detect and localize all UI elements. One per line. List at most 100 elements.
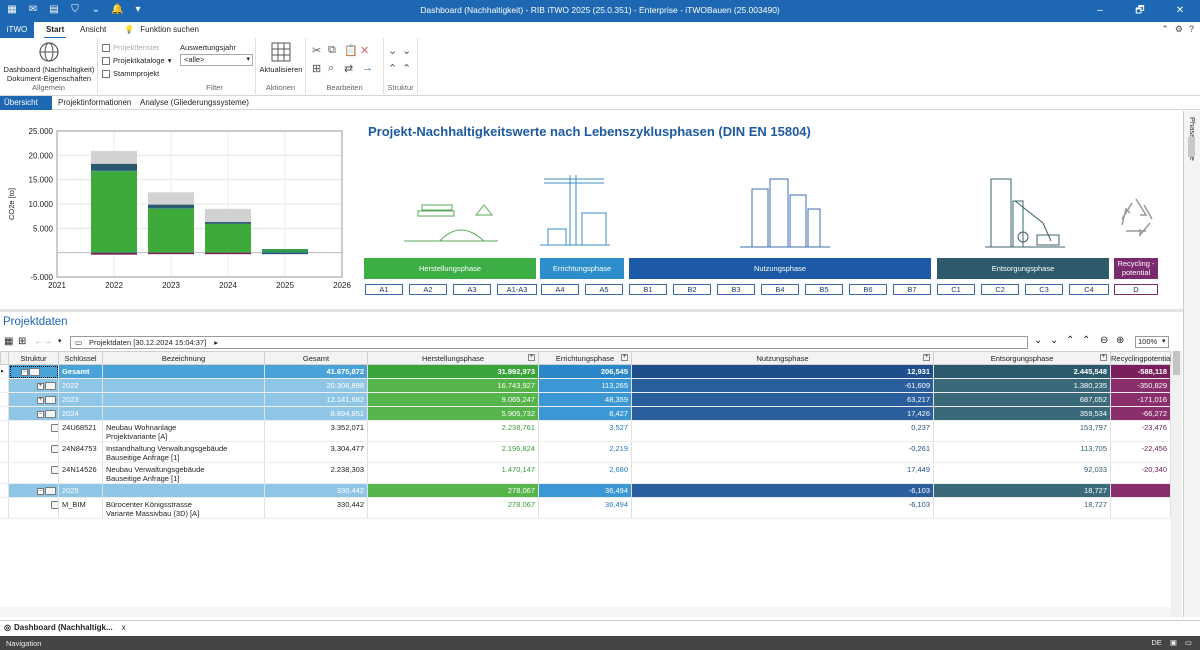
table-row[interactable]: M_BIM Bürocenter Königsstrasse Variante Ma… [0, 497, 1171, 519]
double-chevron-icon[interactable]: ⌄ [91, 4, 101, 15]
module-box-b2[interactable]: B2 [673, 284, 711, 295]
projektkataloge-button[interactable]: Projektkataloge ▾ [102, 56, 171, 65]
layout-icon[interactable]: ▣ [1169, 638, 1177, 647]
summary-row[interactable]: − 2024 8.894,851 5.905,732 8,427 17,426 359,53… [0, 406, 1171, 421]
expand-toggle-icon[interactable]: + [37, 396, 44, 404]
navigation-label[interactable]: Navigation [6, 639, 42, 648]
paste-icon[interactable]: 📋 [344, 45, 358, 57]
search-icon[interactable]: ⌕ [328, 62, 335, 74]
row-selector[interactable]: ▸ [0, 364, 9, 379]
tab-ansicht[interactable]: Ansicht [80, 25, 107, 34]
collapse-icon[interactable]: ⌃ [1082, 335, 1091, 346]
col-nutzungsphase[interactable]: Nutzungsphase + [631, 351, 934, 365]
panel-icon[interactable]: ▭ [1184, 638, 1192, 647]
dropdown-icon[interactable]: ▾ [135, 4, 141, 15]
tree-grid-icon[interactable]: ⊞ [18, 336, 27, 347]
close-tab-button[interactable]: x [121, 623, 126, 632]
scrollbar-thumb[interactable] [1173, 351, 1180, 375]
collapse-all-icon[interactable]: ⌃ [1066, 335, 1075, 346]
summary-row[interactable]: +2022 20.308,898 16.743,927 113,265 -61,609 1… [0, 378, 1171, 393]
dashboard-properties-button[interactable]: Dashboard (Nachhaltigkeit) Dokument-Eige… [2, 41, 96, 83]
summary-row[interactable]: +2023 12.141,682 9.065,247 48,359 63,217 687,… [0, 392, 1171, 407]
module-box-a4[interactable]: A4 [541, 284, 579, 295]
zoom-in-icon[interactable]: ⊕ [1116, 335, 1125, 346]
document-icon[interactable]: ▤ [49, 4, 59, 15]
col-gesamt[interactable]: Gesamt [264, 351, 368, 365]
struktur-cell[interactable]: − [8, 483, 59, 498]
collapse-icon[interactable]: ⌃ [402, 63, 412, 75]
summary-row[interactable]: ▸ − Gesamt 41.675,872 31.992,973 206,545 12,93… [0, 364, 1171, 379]
nav-back-forward-icon[interactable]: ←→ [34, 336, 52, 346]
row-selector[interactable] [0, 441, 9, 463]
module-box-b3[interactable]: B3 [717, 284, 755, 295]
module-box-a2[interactable]: A2 [409, 284, 447, 295]
stammprojekt-button[interactable]: Stammprojekt [102, 69, 159, 78]
expand-all-icon[interactable]: ⌄ [388, 45, 398, 57]
module-box-a5[interactable]: A5 [585, 284, 623, 295]
expand-icon[interactable]: ⌄ [402, 45, 412, 57]
tab-start[interactable]: Start [43, 25, 67, 39]
struktur-cell[interactable]: − [8, 364, 59, 379]
row-selector[interactable] [0, 462, 9, 484]
col-herstellungsphase[interactable]: Herstellungsphase + [367, 351, 539, 365]
collapse-ribbon-icon[interactable]: ⌃ [1161, 24, 1169, 34]
col-recyclingpotential[interactable]: Recyclingpotential [1110, 351, 1172, 365]
projektdaten-path[interactable]: ▭ Projektdaten [30.12.2024 15:04:37] ▸ [70, 336, 1028, 349]
copy-icon[interactable]: ⧉ [328, 44, 336, 56]
col-entsorgungsphase[interactable]: Entsorgungsphase + [933, 351, 1111, 365]
chevron-down-icon[interactable]: ▾ [58, 338, 62, 345]
bell-icon[interactable]: 🔔 [111, 4, 124, 15]
row-selector[interactable] [0, 483, 9, 498]
expand-icon[interactable]: ⌄ [1050, 335, 1059, 346]
module-box-b1[interactable]: B1 [629, 284, 667, 295]
col-errichtungsphase[interactable]: Errichtungsphase + [538, 351, 632, 365]
module-box-d[interactable]: D [1114, 284, 1158, 295]
expand-column-icon[interactable]: + [621, 354, 628, 361]
menu-icon[interactable]: ▦ [7, 4, 17, 15]
struktur-cell[interactable] [8, 497, 59, 519]
zoom-select[interactable]: 100% [1135, 336, 1169, 348]
table-row[interactable]: 24N14526 Neubau Verwaltungsgebäude Bauseit… [0, 462, 1171, 484]
row-selector[interactable] [0, 497, 9, 519]
insert-icon[interactable]: ⊞ [312, 63, 322, 75]
module-box-c4[interactable]: C4 [1069, 284, 1109, 295]
auswertungsjahr-select[interactable]: <alle> [180, 54, 253, 66]
struktur-cell[interactable]: + [8, 392, 59, 407]
summary-row[interactable]: − 2025 330,442 278,067 36,494 -6,103 18,727 [0, 483, 1171, 498]
module-box-a3[interactable]: A3 [453, 284, 491, 295]
module-box-a1-a3[interactable]: A1-A3 [497, 284, 537, 295]
row-selector[interactable] [0, 378, 9, 393]
arrow-right-icon[interactable]: → [362, 62, 373, 74]
language-indicator[interactable]: DE [1151, 638, 1162, 647]
delete-icon[interactable]: ✕ [360, 45, 370, 57]
grid-horizontal-scrollbar[interactable] [0, 607, 1171, 617]
function-search[interactable]: 💡 Funktion suchen [124, 25, 199, 34]
expand-column-icon[interactable]: + [923, 354, 930, 361]
mail-icon[interactable]: ✉ [28, 4, 38, 15]
module-box-a1[interactable]: A1 [365, 284, 403, 295]
help-icon[interactable]: ? [1188, 24, 1194, 34]
grid-icon[interactable]: ▦ [4, 336, 14, 347]
tab-itwo[interactable]: iTWO [0, 22, 34, 38]
phasenwerte-panel[interactable]: Phasenwerte [1183, 111, 1200, 617]
module-box-c3[interactable]: C3 [1025, 284, 1063, 295]
tab-analyse[interactable]: Analyse (Gliederungssysteme) [140, 98, 249, 107]
restore-button[interactable]: 🗗 [1135, 5, 1145, 16]
expand-toggle-icon[interactable]: − [37, 410, 44, 418]
aktualisieren-button[interactable]: Aktualisieren [258, 41, 304, 74]
table-row[interactable]: 24N84753 Instandhaltung Verwaltungsgebäud… [0, 441, 1171, 463]
col-schluessel[interactable]: Schlüssel [58, 351, 103, 365]
expand-toggle-icon[interactable]: − [21, 368, 28, 376]
module-box-b6[interactable]: B6 [849, 284, 887, 295]
minimize-button[interactable]: – [1097, 5, 1103, 16]
struktur-cell[interactable] [8, 441, 59, 463]
collapse-all-icon[interactable]: ⌃ [388, 63, 398, 75]
struktur-cell[interactable] [8, 420, 59, 442]
settings-icon[interactable]: ⚙ [1174, 24, 1183, 34]
col-bezeichnung[interactable]: Bezeichnung [102, 351, 265, 365]
expand-toggle-icon[interactable]: + [37, 382, 44, 390]
row-selector[interactable] [0, 392, 9, 407]
table-row[interactable]: 24U68521 Neubau Wohnanlage Projektvariante… [0, 420, 1171, 442]
module-box-b5[interactable]: B5 [805, 284, 843, 295]
col-struktur[interactable]: Struktur [8, 351, 59, 365]
